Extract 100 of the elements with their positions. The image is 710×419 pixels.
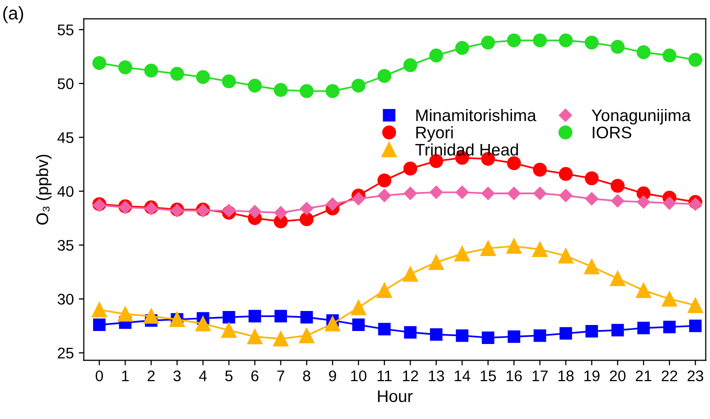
x-tick-label: 22 (662, 370, 678, 382)
x-tick-label: 6 (251, 370, 258, 382)
x-tick-label: 15 (480, 370, 496, 382)
x-tick-label: 0 (96, 370, 103, 382)
x-axis-title: Hour (378, 390, 413, 402)
point (403, 58, 418, 72)
point (247, 329, 262, 344)
y-tick-label: 35 (58, 240, 74, 251)
point (611, 194, 624, 208)
point (248, 310, 262, 322)
point (402, 266, 418, 282)
point (430, 328, 442, 341)
point (558, 167, 573, 181)
point (274, 83, 288, 97)
point (585, 325, 598, 338)
point (688, 198, 702, 211)
point (352, 318, 365, 332)
legend-label: IORS (592, 126, 632, 138)
point (455, 40, 470, 55)
point (326, 198, 340, 211)
point (689, 320, 702, 332)
x-tick-label: 19 (584, 370, 600, 382)
point (144, 308, 159, 324)
point (662, 291, 678, 307)
x-tick-label: 7 (277, 370, 284, 382)
point (610, 40, 625, 54)
legend-label: Trinidad Head (415, 143, 518, 156)
y-tick-label: 45 (57, 132, 74, 144)
point (507, 33, 521, 48)
point (611, 324, 624, 336)
point (222, 311, 236, 324)
point (248, 205, 262, 218)
point (118, 306, 133, 322)
x-tick-label: 1 (122, 370, 129, 382)
x-tick-label: 21 (636, 370, 652, 382)
point (299, 328, 314, 344)
x-tick-label: 13 (428, 370, 444, 382)
legend-label: Minamitorishima (416, 108, 536, 122)
point (274, 310, 287, 322)
point (481, 36, 495, 50)
x-tick-label: 17 (532, 370, 548, 382)
point (636, 45, 650, 60)
point (662, 196, 676, 210)
point (532, 33, 547, 48)
x-tick-label: 4 (199, 370, 207, 382)
point (584, 171, 599, 186)
x-tick-label: 12 (402, 370, 418, 382)
point (352, 78, 366, 93)
point (481, 186, 495, 200)
point (273, 331, 288, 346)
x-tick-label: 23 (688, 370, 704, 382)
y-axis-title: O₃ (ppbv) (36, 154, 52, 225)
point (559, 188, 572, 202)
point (507, 186, 521, 200)
point (195, 316, 211, 332)
point (532, 242, 548, 258)
x-tick-label: 8 (303, 370, 310, 382)
point (222, 74, 236, 88)
point (378, 188, 391, 202)
point (506, 238, 522, 254)
point (144, 64, 158, 78)
x-tick-label: 20 (610, 370, 626, 382)
point (300, 84, 314, 98)
point (454, 246, 470, 262)
point (558, 33, 573, 48)
point (170, 66, 184, 81)
point (533, 186, 546, 200)
point (456, 329, 468, 342)
point (636, 282, 652, 298)
point (430, 186, 443, 199)
point (326, 84, 340, 98)
x-tick-label: 11 (378, 370, 392, 382)
point (507, 156, 521, 170)
point (300, 311, 313, 324)
x-tick-label: 10 (351, 370, 366, 382)
point (377, 173, 392, 188)
point (482, 331, 494, 344)
point (300, 202, 314, 216)
point (584, 36, 599, 50)
point (376, 282, 392, 298)
x-tick-label: 14 (454, 370, 470, 382)
point (378, 322, 391, 336)
point (324, 316, 340, 332)
point (532, 162, 547, 177)
point (300, 212, 314, 226)
point (610, 178, 625, 193)
x-tick-label: 18 (558, 370, 574, 382)
point (404, 186, 417, 200)
point (196, 70, 210, 84)
point (428, 254, 444, 270)
point (534, 329, 546, 342)
point (429, 48, 444, 62)
point (663, 320, 676, 334)
point (662, 48, 676, 62)
point (688, 52, 702, 67)
point (480, 240, 496, 256)
y-tick-label: 25 (58, 348, 74, 358)
point (274, 206, 288, 220)
point (118, 60, 132, 74)
point (585, 192, 598, 206)
